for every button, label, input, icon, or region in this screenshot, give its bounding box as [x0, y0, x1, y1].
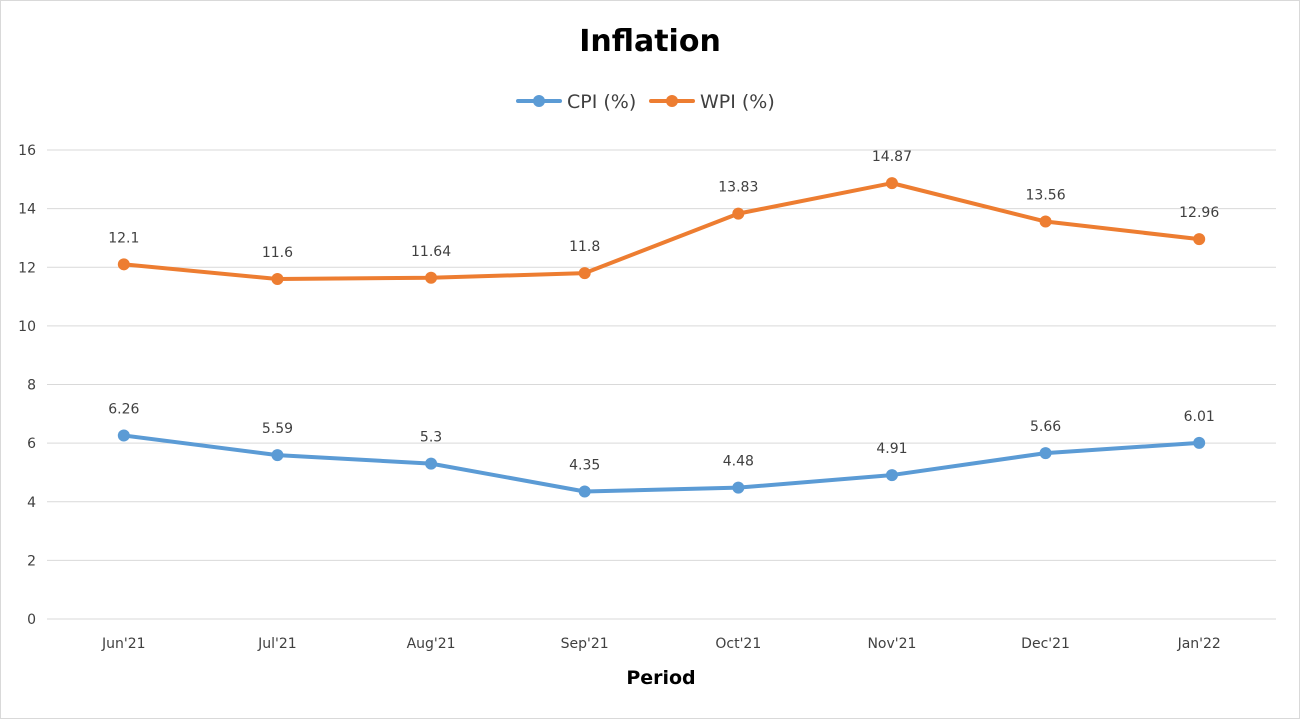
data-point-wpi-5	[885, 177, 898, 190]
chart-title: Inflation	[579, 24, 721, 59]
y-tick-label-14: 14	[18, 202, 36, 218]
series-group: 6.26 5.59 5.3 4.35 4.48 4.91 5.66 6.01 12.1 11.6 1…	[108, 149, 1219, 498]
data-label-cpi-1: 5.59	[262, 421, 293, 437]
data-point-cpi-1	[271, 449, 284, 462]
data-label-wpi-2: 11.64	[411, 244, 451, 260]
x-tick-label-2: Aug'21	[407, 636, 456, 652]
data-label-wpi-6: 13.56	[1026, 188, 1066, 204]
x-axis-ticks: Jun'21 Jul'21 Aug'21 Sep'21 Oct'21 Nov'21 Dec'…	[101, 636, 1221, 652]
series-line-cpi	[121, 433, 1202, 494]
y-tick-label-10: 10	[18, 319, 36, 335]
data-label-cpi-7: 6.01	[1184, 409, 1215, 425]
data-point-cpi-0	[117, 429, 130, 442]
y-tick-label-12: 12	[18, 260, 36, 276]
data-label-cpi-0: 6.26	[108, 402, 139, 418]
data-point-cpi-6	[1039, 447, 1052, 460]
legend-marker-cpi	[533, 95, 545, 107]
x-tick-label-6: Dec'21	[1021, 636, 1070, 652]
y-tick-label-2: 2	[27, 553, 36, 569]
data-label-wpi-1: 11.6	[262, 245, 293, 261]
data-label-cpi-2: 5.3	[420, 430, 442, 446]
data-label-cpi-3: 4.35	[569, 457, 600, 473]
data-point-wpi-4	[732, 207, 745, 220]
y-tick-label-4: 4	[27, 495, 36, 511]
data-label-wpi-4: 13.83	[718, 180, 758, 196]
data-label-cpi-6: 5.66	[1030, 419, 1061, 435]
legend-item-cpi: CPI (%)	[516, 91, 636, 113]
series-line-wpi	[121, 181, 1202, 281]
data-point-cpi-4	[732, 481, 745, 494]
data-point-cpi-3	[578, 485, 591, 498]
x-tick-label-4: Oct'21	[715, 636, 761, 652]
y-tick-label-16: 16	[18, 143, 36, 159]
x-tick-label-0: Jun'21	[101, 636, 146, 652]
x-tick-label-1: Jul'21	[257, 636, 297, 652]
y-axis-ticks: 0 2 4 6 8 10 12 14 16	[18, 143, 36, 628]
x-axis-label: Period	[626, 667, 695, 689]
legend-marker-wpi	[666, 95, 678, 107]
legend-item-wpi: WPI (%)	[649, 91, 775, 113]
data-label-cpi-5: 4.91	[876, 441, 907, 457]
y-tick-label-0: 0	[27, 612, 36, 628]
data-label-wpi-3: 11.8	[569, 239, 600, 255]
legend-label-wpi: WPI (%)	[700, 91, 775, 113]
data-point-wpi-0	[117, 258, 130, 271]
data-label-wpi-5: 14.87	[872, 149, 912, 165]
data-point-wpi-2	[425, 271, 438, 284]
data-point-wpi-3	[578, 267, 591, 280]
x-tick-label-3: Sep'21	[561, 636, 609, 652]
data-label-wpi-7: 12.96	[1179, 205, 1219, 221]
data-point-cpi-5	[885, 469, 898, 482]
x-tick-label-7: Jan'22	[1177, 636, 1221, 652]
x-tick-label-5: Nov'21	[867, 636, 916, 652]
y-tick-label-8: 8	[27, 378, 36, 394]
legend-label-cpi: CPI (%)	[567, 91, 636, 113]
data-point-cpi-7	[1193, 436, 1206, 449]
legend: CPI (%) WPI (%)	[516, 91, 775, 113]
data-label-cpi-4: 4.48	[723, 454, 754, 470]
data-label-wpi-0: 12.1	[108, 230, 139, 246]
data-point-wpi-7	[1193, 233, 1206, 246]
gridlines	[47, 149, 1276, 620]
data-point-wpi-6	[1039, 215, 1052, 228]
y-tick-label-6: 6	[27, 436, 36, 452]
data-point-cpi-2	[425, 457, 438, 470]
data-point-wpi-1	[271, 272, 284, 285]
